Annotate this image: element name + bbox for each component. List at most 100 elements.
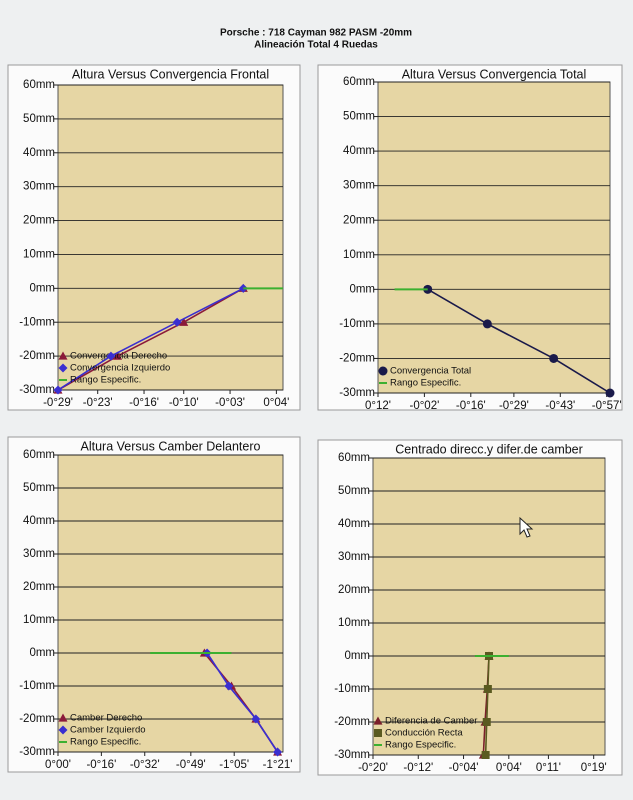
legend-label: Rango Especific. xyxy=(390,378,461,389)
marker-diamond xyxy=(172,317,182,327)
y-tick-label: 10mm xyxy=(23,614,55,626)
legend-swatch xyxy=(58,363,68,373)
chart-title: Altura Versus Camber Delantero xyxy=(81,439,261,453)
legend-label: Convergencia Derecho xyxy=(70,351,167,362)
x-tick-label: -0°12' xyxy=(403,762,433,774)
marker-square xyxy=(482,718,491,726)
x-tick-label: -1°05' xyxy=(219,759,249,771)
legend-label: Conducción Recta xyxy=(385,728,463,739)
x-tick-label: -0°29' xyxy=(43,397,73,409)
y-tick-label: 60mm xyxy=(23,79,55,91)
y-tick-label: 0mm xyxy=(344,650,370,662)
y-tick-label: -20mm xyxy=(19,713,55,725)
x-tick-label: -0°10' xyxy=(169,397,199,409)
y-tick-label: -30mm xyxy=(19,384,55,396)
legend-swatch xyxy=(58,351,68,360)
x-tick-label: -0°03' xyxy=(215,397,245,409)
marker-diamond xyxy=(224,681,234,691)
mouse-cursor xyxy=(519,516,534,538)
y-tick-label: 60mm xyxy=(343,76,375,88)
marker-triangle xyxy=(179,317,189,326)
marker-diamond xyxy=(251,714,261,724)
y-tick-label: -10mm xyxy=(19,316,55,328)
y-tick-label: 40mm xyxy=(23,147,55,159)
legend-swatch xyxy=(374,729,382,737)
series-line xyxy=(57,287,244,391)
y-tick-label: 0mm xyxy=(349,283,375,295)
y-tick-label: 30mm xyxy=(23,548,55,560)
y-tick-label: 20mm xyxy=(343,214,375,226)
chart-title: Altura Versus Convergencia Frontal xyxy=(72,67,269,81)
series-line xyxy=(206,652,279,753)
y-tick-label: 0mm xyxy=(29,647,55,659)
x-tick-label: -0°32' xyxy=(130,759,160,771)
y-tick-label: 20mm xyxy=(338,584,370,596)
chart-title: Altura Versus Convergencia Total xyxy=(402,67,587,81)
marker-square xyxy=(481,751,490,759)
x-tick-label: -0°29' xyxy=(499,400,529,412)
legend-swatch xyxy=(58,713,68,722)
x-tick-label: 0°19' xyxy=(581,762,607,774)
plot-area xyxy=(377,81,611,394)
y-tick-label: -10mm xyxy=(19,680,55,692)
y-tick-label: 20mm xyxy=(23,581,55,593)
x-tick-label: 0°04' xyxy=(496,762,522,774)
plot-area xyxy=(57,454,284,753)
y-tick-label: -30mm xyxy=(334,749,370,761)
y-tick-label: -30mm xyxy=(339,387,375,399)
x-tick-label: -0°23' xyxy=(83,397,113,409)
chart-title: Centrado direcc.y difer.de camber xyxy=(395,442,583,456)
x-tick-label: -1°21' xyxy=(263,759,293,771)
plot-area xyxy=(57,84,284,391)
y-tick-label: 20mm xyxy=(23,215,55,227)
y-tick-label: 60mm xyxy=(23,449,55,461)
x-tick-label: -0°16' xyxy=(129,397,159,409)
y-tick-label: 40mm xyxy=(343,145,375,157)
x-tick-label: -0°04' xyxy=(449,762,479,774)
x-tick-label: -0°49' xyxy=(176,759,206,771)
x-tick-label: 0°00' xyxy=(45,759,71,771)
y-tick-label: -20mm xyxy=(339,352,375,364)
x-tick-label: -0°57' xyxy=(592,400,622,412)
plot-area xyxy=(372,457,606,756)
legend-label: Camber Derecho xyxy=(70,713,142,724)
y-tick-label: -10mm xyxy=(339,318,375,330)
marker-square xyxy=(483,685,492,693)
legend-swatch xyxy=(58,725,68,735)
legend-swatch xyxy=(373,716,383,725)
legend-label: Diferencia de Camber xyxy=(385,716,477,727)
marker-circle xyxy=(605,388,615,398)
x-tick-label: -0°16' xyxy=(456,400,486,412)
y-tick-label: 50mm xyxy=(343,111,375,123)
marker-triangle xyxy=(113,351,123,360)
y-tick-label: 50mm xyxy=(23,482,55,494)
y-tick-label: 50mm xyxy=(338,485,370,497)
page-subtitle: Alineación Total 4 Ruedas xyxy=(254,40,378,51)
series-line xyxy=(484,655,490,756)
y-tick-label: 0mm xyxy=(29,282,55,294)
page-title: Porsche : 718 Cayman 982 PASM -20mm xyxy=(220,28,412,39)
x-tick-label: -0°02' xyxy=(409,400,439,412)
legend-label: Rango Especific. xyxy=(70,375,141,386)
marker-circle xyxy=(549,353,559,363)
y-tick-label: 30mm xyxy=(338,551,370,563)
y-tick-label: 60mm xyxy=(338,452,370,464)
series-line xyxy=(427,288,611,394)
series-line xyxy=(57,287,244,391)
x-tick-label: 0°11' xyxy=(536,762,561,774)
legend-label: Convergencia Total xyxy=(390,366,471,377)
legend-swatch xyxy=(378,366,388,376)
y-tick-label: -20mm xyxy=(19,350,55,362)
y-tick-label: 10mm xyxy=(343,249,375,261)
marker-circle xyxy=(482,319,492,329)
y-tick-label: 10mm xyxy=(338,617,370,629)
x-tick-label: -0°20' xyxy=(358,762,388,774)
y-tick-label: 10mm xyxy=(23,248,55,260)
x-tick-label: 0°04' xyxy=(263,397,289,409)
y-tick-label: -30mm xyxy=(19,746,55,758)
x-tick-label: 0°12' xyxy=(365,400,391,412)
y-tick-label: 40mm xyxy=(23,515,55,527)
legend-label: Rango Especific. xyxy=(70,737,141,748)
x-tick-label: -0°16' xyxy=(86,759,116,771)
